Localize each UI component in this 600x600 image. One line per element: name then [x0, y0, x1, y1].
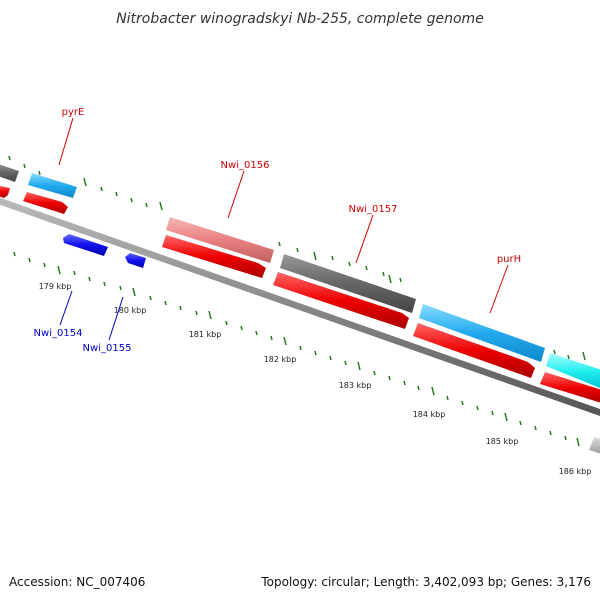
label-Nwi_0154: Nwi_0154 [34, 328, 83, 339]
tick-label: 182 kbp [264, 355, 297, 364]
label-leaders [58, 117, 509, 341]
gene-labels: pyrE Nwi_0156 Nwi_0157 purH Nwi_0154 Nwi… [34, 107, 522, 354]
gene-left-red [0, 186, 10, 198]
gene-red-d [413, 323, 535, 378]
gene-Nwi_0157 [280, 254, 416, 313]
forward-strand-genes [0, 164, 600, 454]
tick-label: 185 kbp [486, 437, 519, 446]
label-Nwi_0155: Nwi_0155 [83, 343, 132, 354]
tick-label: 180 kbp [114, 306, 147, 315]
gene-Nwi_0155 [125, 253, 146, 268]
tick-label: 183 kbp [339, 381, 372, 390]
label-Nwi_0156: Nwi_0156 [221, 160, 270, 171]
gene-pyrE [28, 173, 77, 198]
gene-Nwi_0156 [166, 217, 274, 263]
gene-purH [419, 304, 545, 362]
accession-text: Accession: NC_007406 [9, 575, 145, 589]
gene-left-gray [0, 164, 19, 182]
gene-lightgray-right [589, 437, 600, 454]
gene-red-right [540, 372, 600, 403]
kbp-labels: 179 kbp 180 kbp 181 kbp 182 kbp 183 kbp … [39, 282, 592, 476]
outer-ticks [8, 155, 586, 361]
inner-ticks [13, 251, 580, 447]
tick-marks [8, 155, 586, 447]
gene-Nwi_0154 [63, 234, 108, 256]
tick-label: 179 kbp [39, 282, 72, 291]
gene-red-b [162, 235, 266, 278]
tick-label: 181 kbp [189, 330, 222, 339]
gene-red-a [23, 192, 68, 214]
tick-label: 184 kbp [413, 410, 446, 419]
gene-red-c [273, 272, 409, 329]
tick-label: 186 kbp [559, 467, 592, 476]
genome-backbone [0, 197, 600, 416]
gene-cyan-right [546, 353, 600, 388]
map-title: Nitrobacter winogradskyi Nb-255, complet… [116, 11, 484, 27]
label-purH: purH [497, 254, 521, 265]
label-Nwi_0157: Nwi_0157 [349, 204, 398, 215]
genome-summary-text: Topology: circular; Length: 3,402,093 bp… [260, 575, 591, 589]
reverse-strand-genes [63, 234, 146, 268]
label-pyrE: pyrE [62, 107, 85, 118]
